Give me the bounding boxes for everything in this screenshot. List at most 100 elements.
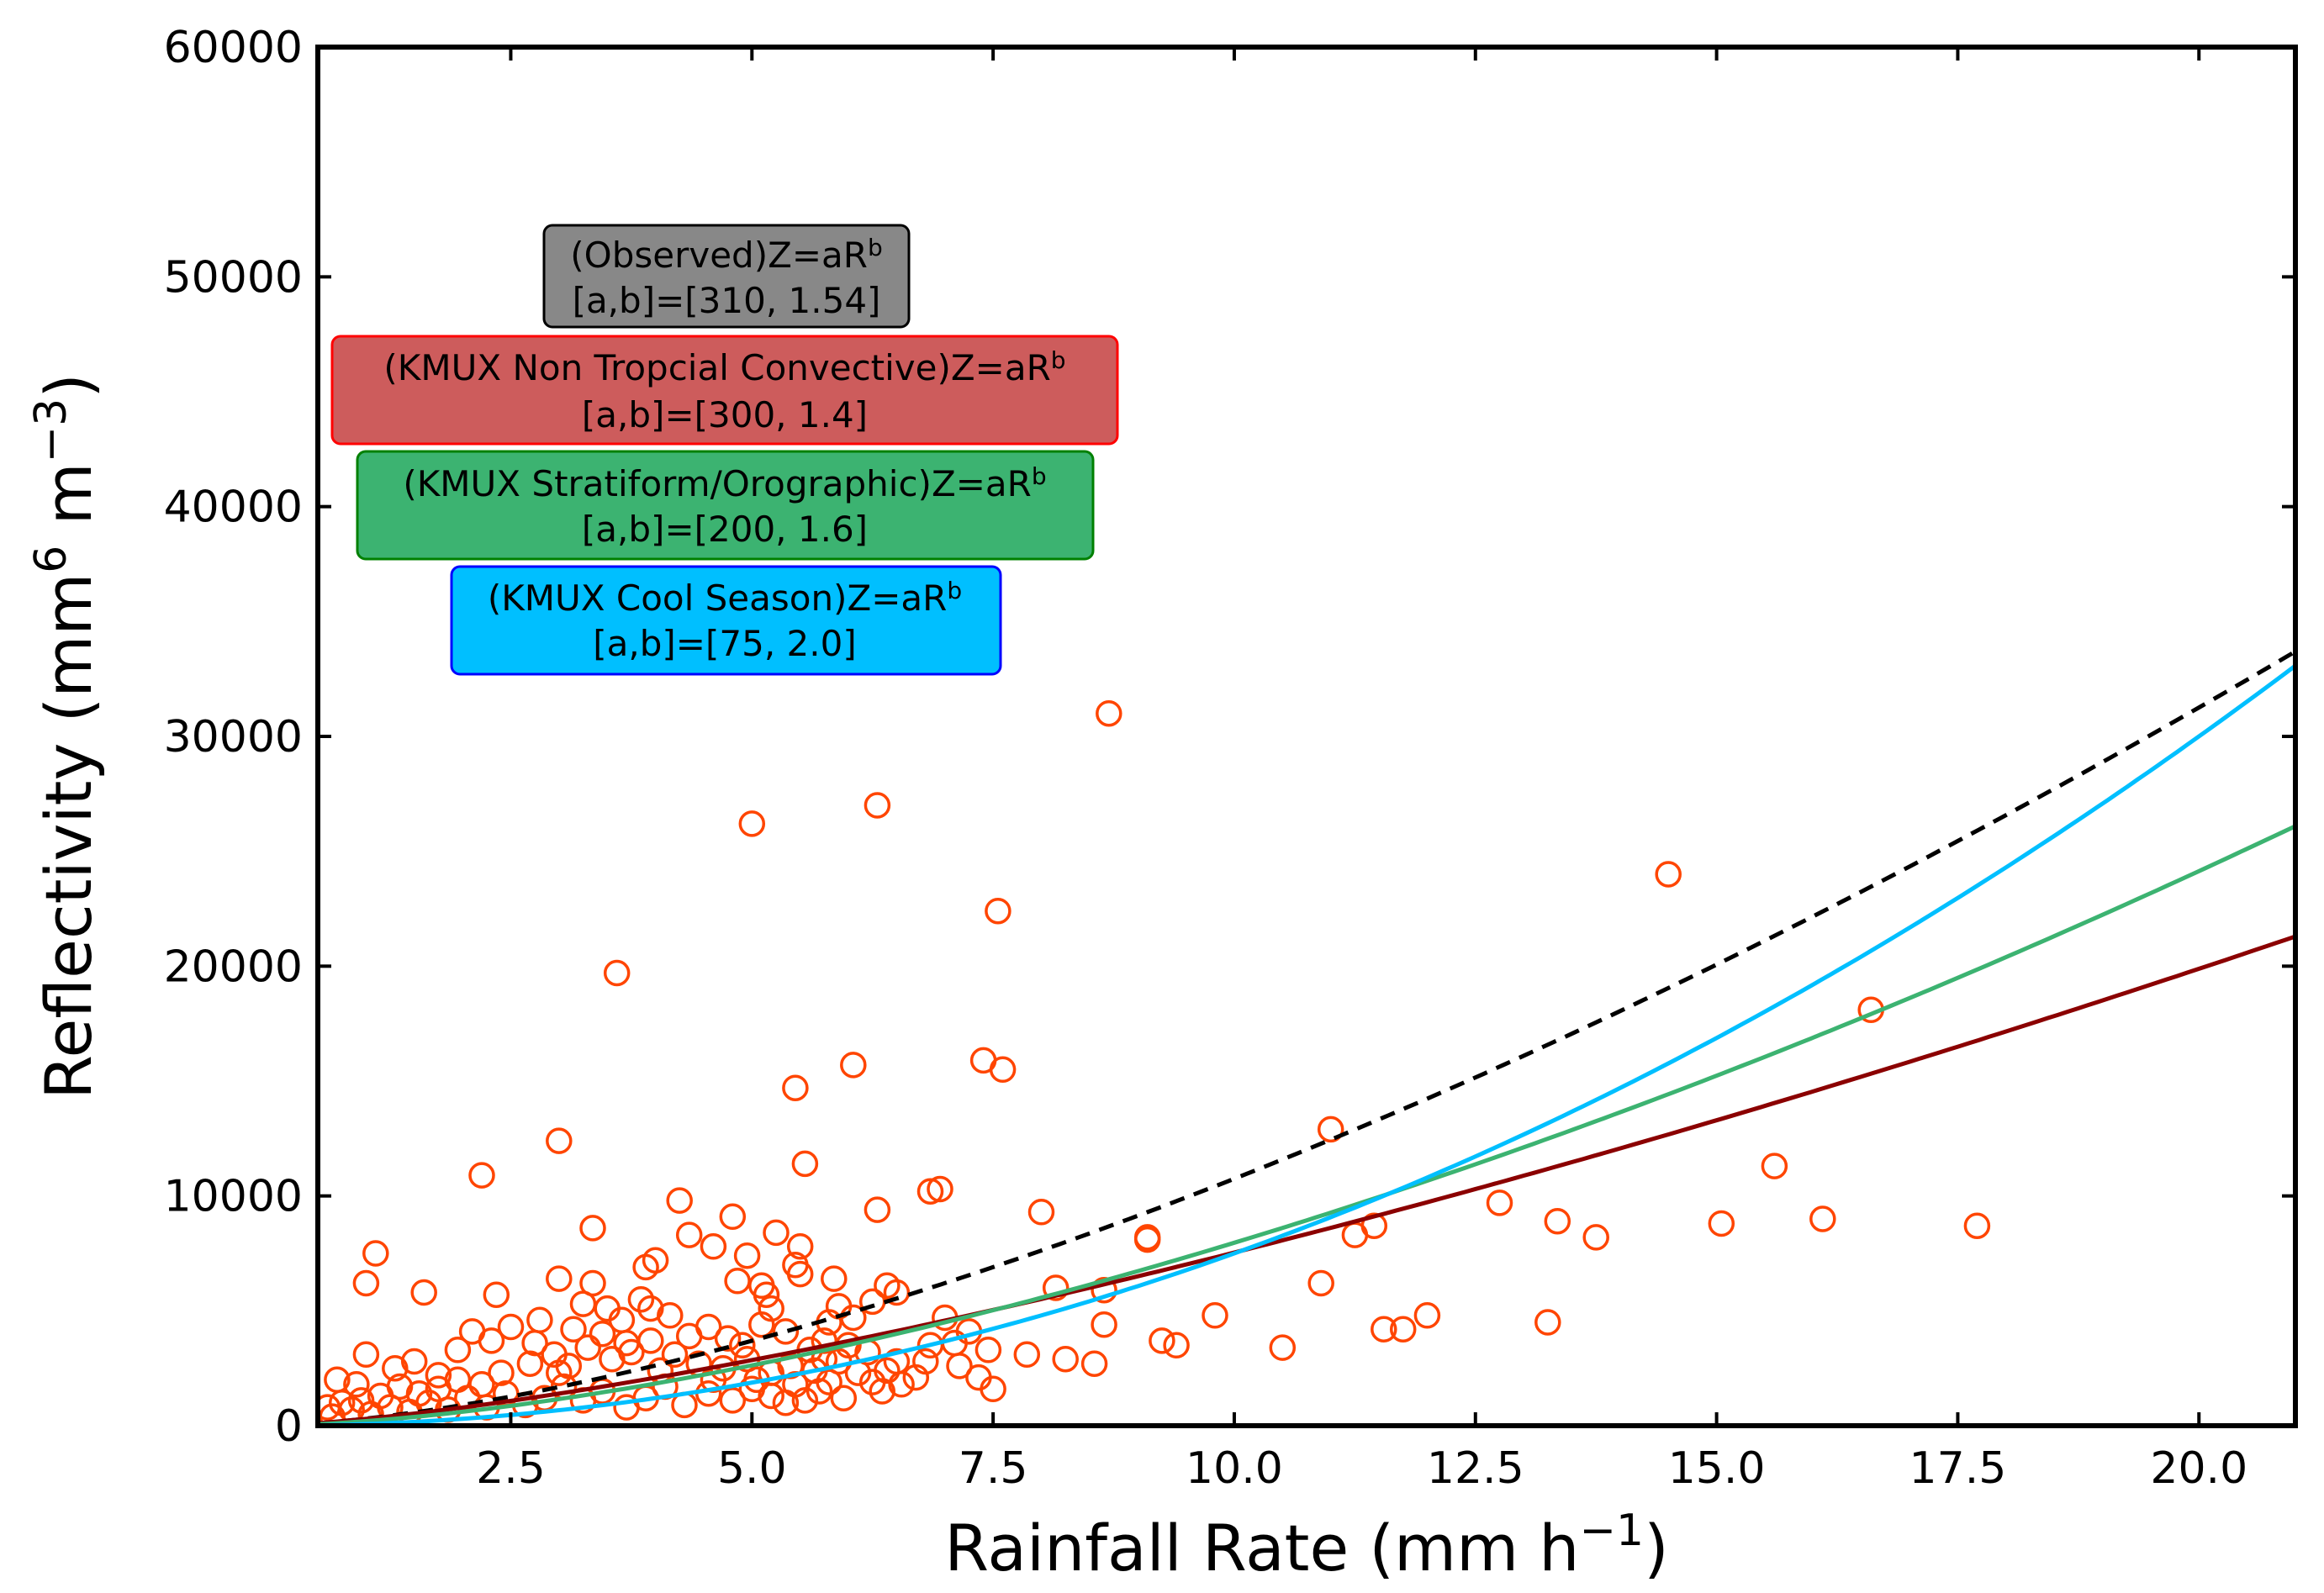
- data-point: [840, 1304, 867, 1332]
- data-point: [1534, 1309, 1561, 1336]
- data-point: [830, 1385, 858, 1411]
- curve-non-tropical-convective: [318, 934, 2295, 1426]
- legend-stratiform-orographic-formula: (KMUX Stratiform/Orographic)Z=aRb: [403, 462, 1046, 504]
- data-point: [791, 1150, 819, 1178]
- data-point: [546, 1265, 573, 1292]
- data-point: [328, 1389, 356, 1416]
- data-point: [927, 1175, 953, 1203]
- legend-stratiform-orographic: (KMUX Stratiform/Orographic)Z=aRb [a,b]=…: [356, 450, 1095, 561]
- data-point: [782, 1074, 809, 1101]
- data-point: [700, 1233, 727, 1260]
- y-axis-label: Reflectivity (mm6 m−3): [26, 373, 106, 1100]
- curve-cool-season: [318, 663, 2295, 1426]
- data-point: [516, 1350, 544, 1377]
- x-tick-label: 5.0: [717, 1443, 787, 1494]
- data-point: [637, 1327, 664, 1354]
- y-tick-label: 60000: [164, 23, 303, 73]
- legend-cool-season-formula: (KMUX Cool Season)Z=aRb: [488, 577, 962, 619]
- data-point: [488, 1359, 515, 1386]
- data-point: [1389, 1316, 1417, 1342]
- data-point: [637, 1295, 664, 1322]
- data-point: [1269, 1334, 1297, 1361]
- data-point: [1013, 1341, 1041, 1369]
- data-point: [1080, 1350, 1108, 1377]
- data-point: [1202, 1302, 1228, 1329]
- data-point: [748, 1311, 775, 1338]
- data-point: [1133, 1224, 1161, 1251]
- data-point: [695, 1313, 722, 1341]
- data-point: [733, 1242, 761, 1269]
- data-point: [526, 1306, 553, 1334]
- data-point: [786, 1260, 814, 1288]
- data-point: [772, 1389, 800, 1416]
- data-point: [874, 1357, 901, 1385]
- data-point: [352, 1269, 380, 1297]
- data-point: [864, 792, 891, 819]
- data-point: [1042, 1274, 1070, 1301]
- legend-stratiform-orographic-params: [a,b]=[200, 1.6]: [582, 509, 868, 550]
- data-point: [989, 1056, 1017, 1084]
- data-point: [786, 1233, 814, 1260]
- x-tick-label: 17.5: [1909, 1443, 2007, 1494]
- data-point: [362, 1240, 389, 1267]
- legend-non-tropical-convective-params: [a,b]=[300, 1.4]: [582, 394, 868, 435]
- data-point: [946, 1353, 973, 1379]
- y-axis-ticks: 0 10000 20000 30000 40000 50000 60000: [164, 23, 2295, 1452]
- legend-non-tropical-convective-formula: (KMUX Non Tropcial Convective)Z=aRb: [383, 346, 1065, 388]
- data-point: [613, 1394, 640, 1421]
- data-point: [478, 1327, 505, 1354]
- data-point: [574, 1334, 601, 1361]
- legend-stratiform-orographic-box: [356, 450, 1095, 561]
- x-axis-label: Rainfall Rate (mm h−1): [944, 1506, 1669, 1585]
- data-point: [883, 1279, 911, 1306]
- data-point: [1761, 1153, 1788, 1179]
- data-point: [589, 1320, 616, 1348]
- data-point: [1809, 1205, 1836, 1232]
- data-point: [1052, 1345, 1079, 1373]
- data-point: [888, 1371, 915, 1398]
- data-point: [367, 1382, 394, 1410]
- data-point: [400, 1348, 428, 1375]
- data-point: [1091, 1311, 1117, 1338]
- data-point: [603, 959, 631, 987]
- data-point: [410, 1279, 437, 1306]
- observation-points: [318, 699, 1991, 1426]
- data-point: [675, 1221, 703, 1248]
- legend-cool-season-box: [450, 565, 1002, 676]
- data-point: [1413, 1302, 1441, 1329]
- data-point: [318, 1394, 341, 1421]
- data-point: [724, 1268, 751, 1295]
- data-point: [613, 1329, 640, 1357]
- x-tick-label: 12.5: [1427, 1443, 1524, 1494]
- legend-cool-season-params: [a,b]=[75, 2.0]: [593, 623, 856, 664]
- data-point: [791, 1387, 819, 1414]
- y-tick-label: 30000: [164, 712, 303, 762]
- legend-observed: (Observed)Z=aRb [a,b]=[310, 1.54]: [542, 224, 911, 329]
- data-point: [974, 1337, 1002, 1364]
- data-point: [805, 1378, 833, 1405]
- x-tick-label: 15.0: [1668, 1443, 1766, 1494]
- data-point: [425, 1375, 452, 1403]
- data-point: [642, 1247, 669, 1274]
- data-point: [560, 1316, 587, 1342]
- data-point: [1317, 1116, 1344, 1143]
- data-point: [425, 1362, 452, 1389]
- data-point: [666, 1187, 693, 1214]
- data-point: [1582, 1224, 1609, 1251]
- data-point: [1027, 1199, 1055, 1226]
- data-point: [763, 1219, 790, 1247]
- data-point: [569, 1290, 597, 1317]
- data-point: [816, 1369, 842, 1395]
- data-point: [1149, 1327, 1175, 1354]
- data-point: [405, 1379, 433, 1407]
- x-tick-label: 7.5: [959, 1443, 1028, 1494]
- data-point: [343, 1371, 370, 1398]
- data-point: [772, 1318, 800, 1345]
- curve-observed: [318, 649, 2295, 1426]
- legend-non-tropical-convective: (KMUX Non Tropcial Convective)Z=aRb [a,b…: [330, 335, 1119, 446]
- data-point: [483, 1281, 510, 1308]
- data-point: [864, 1196, 891, 1223]
- data-point: [714, 1325, 742, 1352]
- data-point: [821, 1265, 848, 1292]
- data-point: [1091, 1276, 1117, 1304]
